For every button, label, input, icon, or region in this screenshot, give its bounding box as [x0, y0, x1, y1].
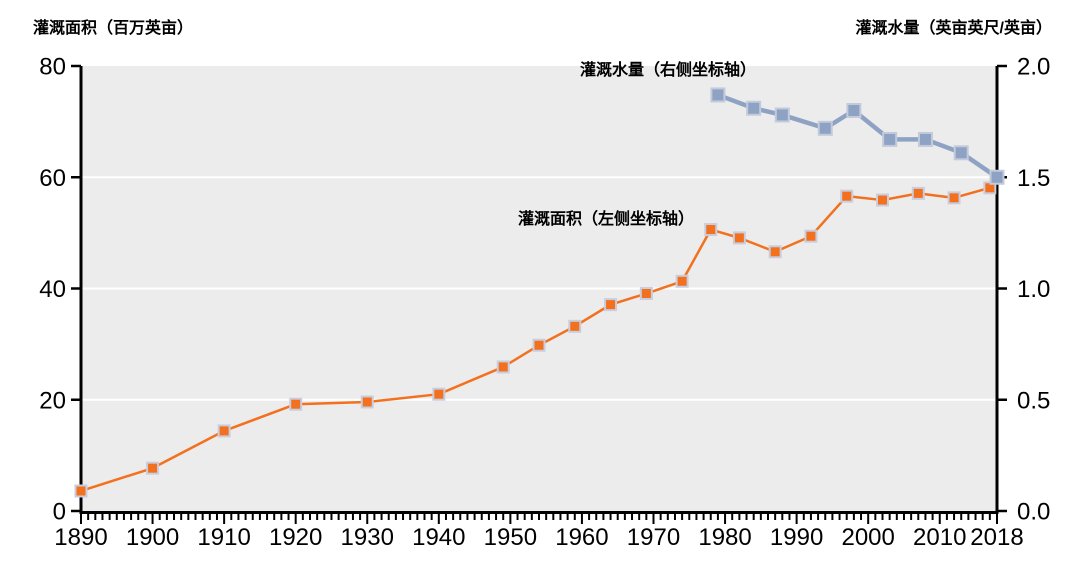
x-tick-label: 2000 — [841, 524, 894, 551]
data-point-marker — [704, 223, 718, 237]
series-water-rate — [710, 87, 1005, 185]
right-tick-label: 0.5 — [1017, 387, 1050, 414]
data-point-marker — [846, 103, 862, 118]
data-point-marker — [768, 245, 782, 259]
data-point-marker — [710, 87, 726, 103]
data-point-marker — [675, 274, 689, 288]
left-tick-label: 40 — [39, 276, 66, 303]
right-tick-label: 1.5 — [1017, 165, 1050, 192]
left-tick-label: 20 — [39, 387, 66, 414]
left-tick-label: 80 — [39, 54, 66, 81]
left-tick-label: 0 — [53, 499, 66, 526]
data-point-marker — [947, 191, 961, 205]
x-tick-label: 1960 — [555, 524, 608, 551]
data-point-marker — [817, 120, 833, 136]
x-tick-label: 2018 — [970, 524, 1023, 551]
data-point-marker — [989, 169, 1005, 185]
right-tick-label: 1.0 — [1017, 276, 1050, 303]
x-tick-label: 2010 — [913, 524, 966, 551]
data-point-marker — [532, 338, 546, 352]
data-point-marker — [496, 360, 510, 374]
x-tick-label: 1940 — [412, 524, 465, 551]
data-point-marker — [639, 287, 653, 301]
x-tick-label: 1990 — [770, 524, 823, 551]
data-point-marker — [217, 424, 231, 438]
right-tick-label: 0.0 — [1017, 499, 1050, 526]
data-point-marker — [876, 193, 889, 207]
left-axis-title: 灌溉面积（百万英亩） — [33, 20, 194, 37]
data-point-marker — [360, 395, 374, 409]
data-point-marker — [746, 100, 762, 116]
data-point-marker — [74, 484, 88, 498]
x-tick-label: 1900 — [126, 524, 179, 551]
x-tick-label: 1910 — [197, 524, 250, 551]
data-point-marker — [882, 131, 898, 147]
x-tick-label: 1920 — [269, 524, 322, 551]
data-point-marker — [432, 387, 446, 401]
x-tick-label: 1890 — [54, 524, 107, 551]
x-tick-label: 1970 — [627, 524, 680, 551]
series-irrigated-area — [74, 181, 997, 498]
axis-lines — [79, 66, 999, 514]
water-series-label: 灌溉水量（右侧坐标轴） — [580, 62, 757, 79]
x-tick-label: 1930 — [341, 524, 394, 551]
x-axis: 1890 1900 1910 1920 1930 1940 1950 1960 1970 1980… — [54, 513, 1024, 551]
right-axis-title: 灌溉水量（英亩英尺/英亩） — [855, 20, 1052, 37]
data-point-marker — [568, 319, 582, 333]
area-series-label: 灌溉面积（左侧坐标轴） — [518, 211, 695, 228]
data-point-marker — [917, 131, 933, 147]
data-point-marker — [804, 229, 818, 243]
x-tick-label: 1980 — [698, 524, 751, 551]
data-point-marker — [604, 298, 618, 312]
data-point-marker — [911, 186, 925, 200]
data-point-marker — [953, 145, 969, 161]
y-axis-right: 0.0 0.5 1.0 1.5 2.0 — [997, 54, 1050, 526]
data-point-marker — [146, 461, 160, 475]
x-tick-label: 1950 — [484, 524, 537, 551]
right-tick-label: 2.0 — [1017, 54, 1050, 81]
data-point-marker — [289, 397, 303, 411]
data-point-marker — [732, 231, 746, 245]
left-tick-label: 60 — [39, 165, 66, 192]
gridlines — [82, 176, 997, 401]
y-axis-left: 0 20 40 60 80 — [39, 54, 81, 526]
data-point-marker — [840, 189, 854, 203]
data-point-marker — [774, 107, 790, 123]
